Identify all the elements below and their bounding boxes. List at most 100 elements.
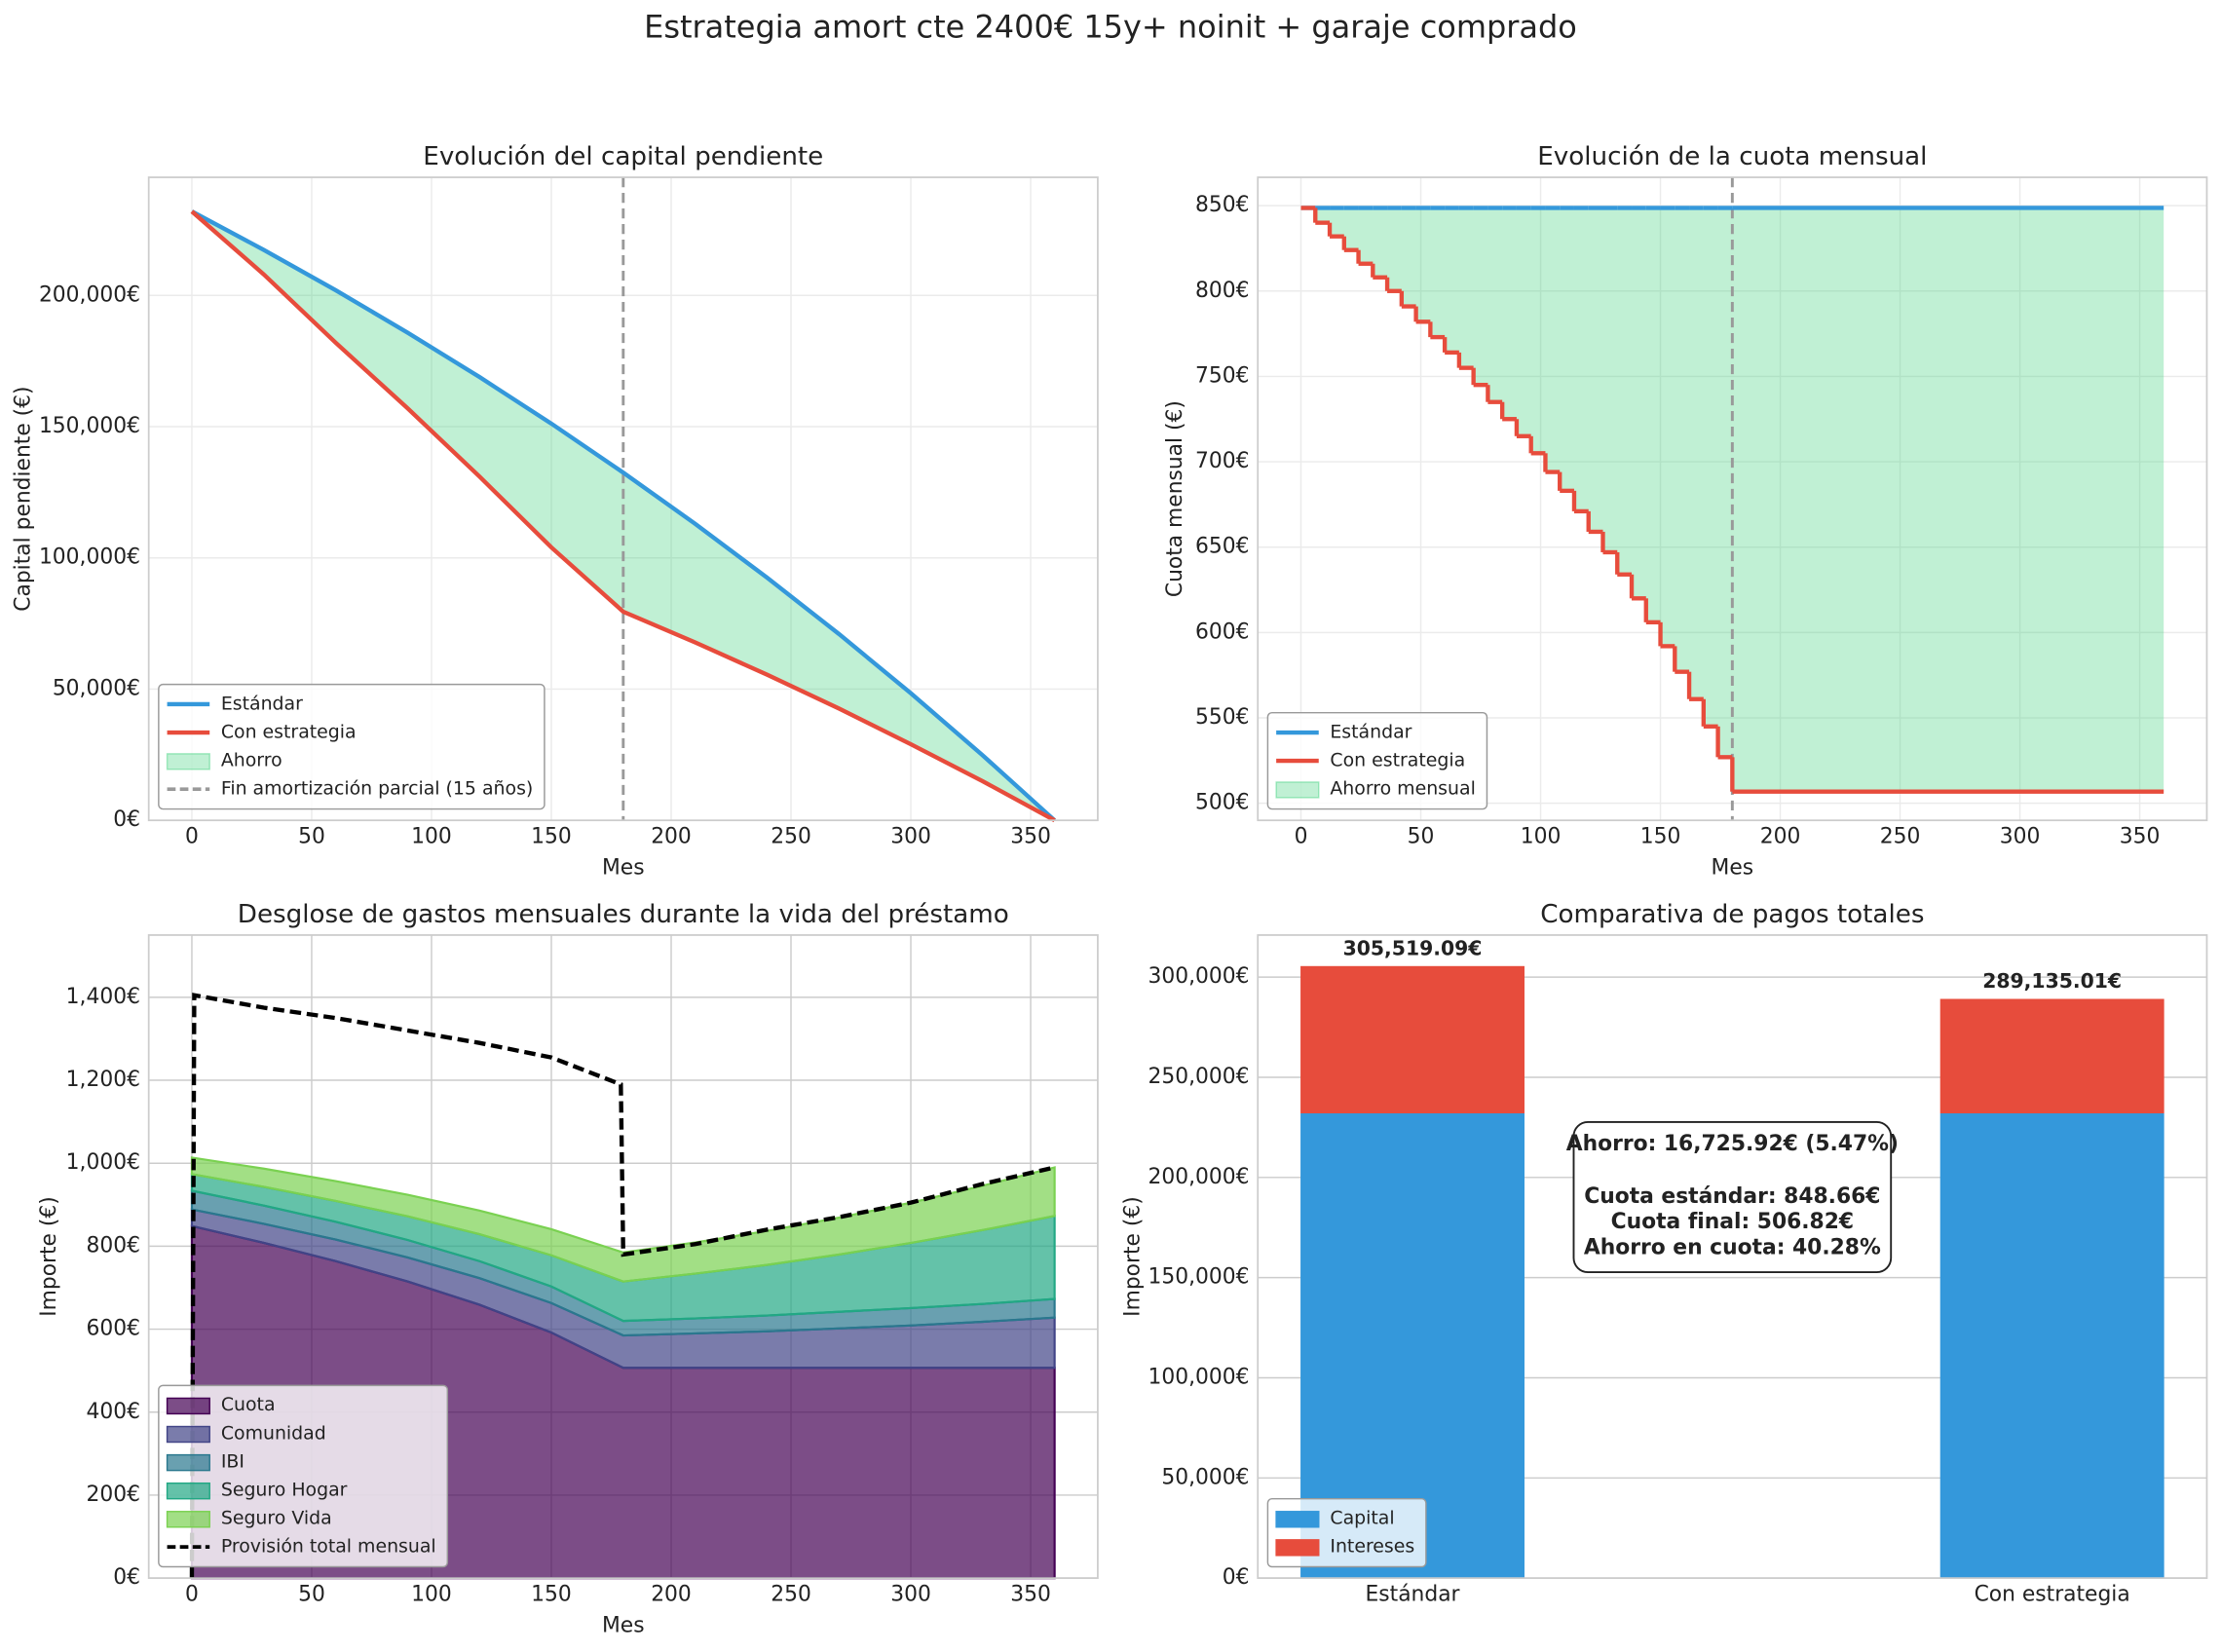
x-axis-label: Mes [602,856,645,881]
bar-segment [1939,998,2165,1113]
y-tick-label: 600€ [1195,620,1249,644]
x-tick-label: 0 [185,825,199,849]
legend-label: Intereses [1330,1536,1414,1558]
x-tick-label: 50 [298,825,325,849]
stacked-area [190,1156,1056,1283]
chart-title: Desglose de gastos mensuales durante la … [238,900,1009,929]
total-label: 289,135.01€ [1982,969,2122,993]
y-tick-label: 1,200€ [66,1068,140,1092]
x-axis-label: Mes [1712,856,1754,881]
legend-swatch [166,753,210,770]
savings-fill [1300,207,2165,792]
y-tick-label: 800€ [86,1233,139,1258]
y-tick-label: 700€ [1195,449,1249,473]
y-tick-label: 100,000€ [1148,1365,1249,1389]
legend-swatch [1275,1511,1320,1528]
plot-frame [1257,934,2208,1579]
y-tick-label: 50,000€ [53,676,140,700]
legend-label: Provisión total mensual [221,1536,436,1558]
x-tick-label: 150 [1640,825,1681,849]
y-axis-label: Cuota mensual (€) [1163,400,1187,597]
x-tick-label: 350 [1010,825,1051,849]
y-tick-label: 150,000€ [39,414,140,438]
legend: Estándar Con estrategia Ahorro Fin amortiza… [158,683,546,810]
total-line [189,993,1056,1579]
annotation-box [1572,1120,1893,1273]
legend-label: Estándar [221,693,303,714]
y-tick-label: 200,000€ [1148,1165,1249,1189]
legend-label: Con estrategia [1330,750,1465,771]
x-tick-label: 50 [1408,825,1435,849]
legend-label: Ahorro [221,750,282,771]
x-tick-label: 50 [298,1583,325,1607]
x-tick-label: 300 [2000,825,2041,849]
x-axis-label: Mes [602,1614,645,1638]
x-tick-label: 250 [1880,825,1921,849]
x-tick-label: 150 [531,825,572,849]
x-tick-label: 100 [411,1583,452,1607]
legend-label: Cuota [221,1394,276,1415]
x-tick-label: Con estrategia [1975,1583,2130,1607]
legend-label: Con estrategia [221,722,357,743]
annotation-text: Cuota final: 506.82€ [1611,1210,1854,1234]
legend-label: IBI [221,1450,245,1472]
x-tick-label: 100 [1521,825,1562,849]
y-tick-label: 800€ [1195,279,1249,303]
legend: Capital Intereses [1266,1497,1427,1568]
legend-swatch [166,1453,210,1472]
y-tick-label: 550€ [1195,705,1249,730]
x-tick-label: 300 [890,825,931,849]
legend-swatch [166,1482,210,1500]
x-tick-label: 200 [1760,825,1801,849]
x-tick-label: 0 [185,1583,199,1607]
plot-frame [147,176,1099,822]
plot-frame [147,934,1099,1579]
y-tick-label: 300,000€ [1148,964,1249,989]
bar-segment [1939,1112,2165,1579]
y-tick-label: 500€ [1195,791,1249,815]
legend-label: Fin amortización parcial (15 años) [221,778,533,800]
y-tick-label: 650€ [1195,535,1249,559]
legend-label: Estándar [1330,722,1412,743]
x-tick-label: 350 [2120,825,2161,849]
series-line [190,209,1057,822]
x-tick-label: 100 [411,825,452,849]
annotation-text: Ahorro: 16,725.92€ (5.47%) [1566,1132,1899,1156]
legend-box [158,683,546,810]
y-axis-label: Importe (€) [1120,1196,1145,1317]
y-tick-label: 750€ [1195,363,1249,388]
y-tick-label: 100,000€ [39,545,140,570]
series-line [190,209,1056,823]
y-tick-label: 200€ [86,1483,139,1507]
y-tick-label: 200,000€ [39,282,140,307]
y-tick-label: 1,000€ [66,1150,140,1175]
bar-segment [1300,965,1525,1113]
y-tick-label: 0€ [113,1565,140,1590]
x-tick-label: 250 [771,825,811,849]
y-tick-label: 600€ [86,1317,139,1341]
figure-title: Estrategia amort cte 2400€ 15y+ noinit +… [644,8,1577,45]
y-tick-label: 850€ [1195,193,1249,217]
plot-frame [1257,176,2208,822]
annotation-text: Ahorro en cuota: 40.28% [1584,1235,1881,1259]
total-label: 305,519.09€ [1343,936,1483,959]
y-axis-label: Capital pendiente (€) [12,386,36,611]
y-tick-label: 0€ [113,807,140,832]
legend: Cuota Comunidad IBI Seguro Hogar Seguro Vida… [158,1384,449,1568]
annotation-text: Cuota estándar: 848.66€ [1584,1184,1880,1209]
legend-label: Ahorro mensual [1330,778,1475,800]
y-tick-label: 0€ [1223,1565,1250,1590]
legend-label: Comunidad [221,1422,326,1444]
x-tick-label: 0 [1295,825,1308,849]
x-tick-label: Estándar [1366,1583,1460,1607]
chart-title: Evolución del capital pendiente [423,142,823,171]
legend-swatch [166,1511,210,1528]
legend-box [158,1384,449,1568]
y-tick-label: 250,000€ [1148,1065,1249,1089]
x-tick-label: 150 [531,1583,572,1607]
x-tick-label: 300 [890,1583,931,1607]
legend-label: Seguro Vida [221,1508,332,1529]
